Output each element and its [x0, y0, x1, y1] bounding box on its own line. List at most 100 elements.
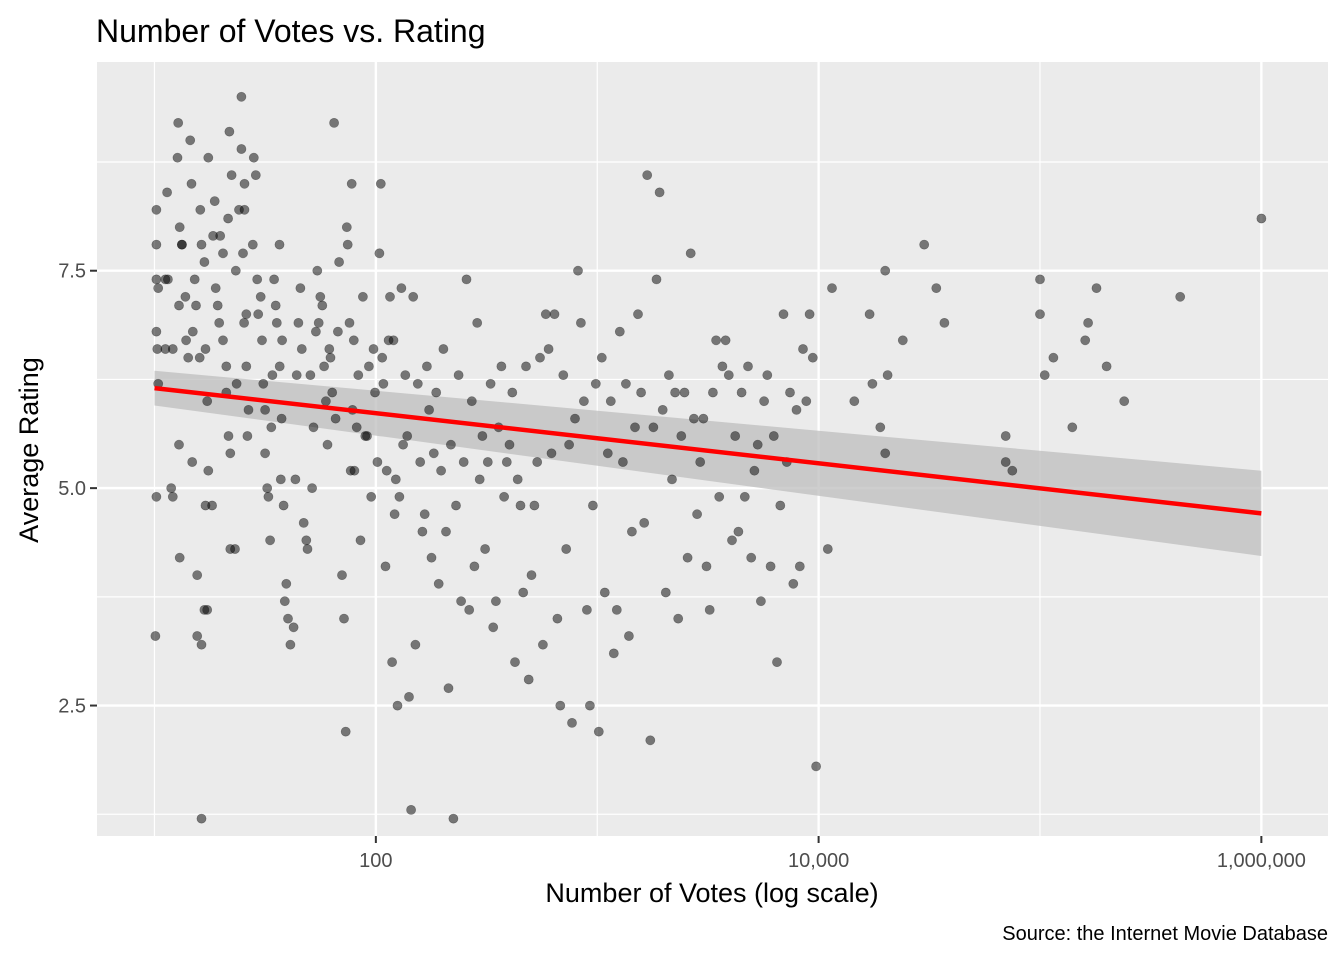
- data-point: [567, 718, 577, 728]
- data-point: [428, 448, 439, 459]
- data-point: [558, 370, 569, 380]
- data-point: [185, 135, 196, 146]
- data-point: [202, 605, 213, 615]
- data-point: [406, 805, 416, 815]
- data-point: [482, 457, 493, 467]
- data-point: [496, 361, 507, 372]
- data-point: [621, 378, 631, 389]
- data-point: [247, 239, 258, 250]
- data-point: [570, 413, 580, 424]
- data-point: [540, 309, 551, 320]
- data-point: [611, 605, 622, 615]
- data-point: [608, 648, 619, 659]
- data-point: [576, 317, 586, 328]
- data-point: [370, 387, 380, 398]
- data-point: [711, 335, 721, 346]
- data-point: [357, 291, 368, 302]
- data-point: [283, 613, 293, 624]
- data-point: [485, 378, 496, 389]
- data-point: [214, 317, 225, 328]
- data-point: [692, 509, 702, 520]
- data-point: [421, 361, 432, 372]
- data-point: [388, 335, 399, 346]
- data-point: [172, 152, 183, 163]
- data-point: [400, 370, 411, 380]
- data-point: [368, 344, 379, 354]
- data-point: [302, 544, 313, 554]
- data-point: [209, 196, 220, 206]
- data-point: [822, 544, 833, 554]
- data-point: [596, 352, 607, 363]
- chart-title: Number of Votes vs. Rating: [96, 13, 486, 49]
- data-point: [255, 291, 266, 302]
- data-point: [183, 352, 194, 363]
- data-point: [236, 144, 247, 154]
- data-point: [673, 613, 684, 624]
- data-point: [1039, 370, 1050, 380]
- data-point: [262, 483, 273, 493]
- data-point: [402, 431, 413, 441]
- data-point: [593, 726, 604, 737]
- data-point: [582, 605, 592, 615]
- data-point: [438, 344, 449, 354]
- data-point: [518, 587, 529, 598]
- data-point: [733, 526, 744, 537]
- data-point: [682, 552, 693, 563]
- data-point: [167, 491, 178, 502]
- data-point: [474, 474, 485, 485]
- data-point: [162, 274, 173, 285]
- data-point: [398, 439, 408, 450]
- data-point: [180, 291, 191, 302]
- data-point: [226, 170, 237, 180]
- data-point: [340, 726, 351, 737]
- data-point: [775, 500, 786, 511]
- data-point: [1256, 213, 1267, 224]
- data-point: [267, 370, 278, 380]
- data-point: [339, 613, 349, 624]
- data-point: [599, 587, 610, 598]
- data-point: [210, 283, 221, 293]
- data-point: [480, 544, 490, 554]
- data-point: [424, 404, 434, 415]
- data-point: [274, 361, 285, 372]
- data-point: [191, 300, 201, 311]
- data-point: [330, 413, 341, 424]
- data-point: [636, 387, 646, 398]
- data-point: [241, 309, 252, 320]
- data-point: [667, 474, 677, 485]
- data-point: [431, 387, 442, 398]
- data-point: [239, 317, 249, 328]
- data-point: [353, 370, 364, 380]
- data-point: [685, 248, 696, 259]
- data-point: [317, 300, 328, 311]
- data-point: [488, 622, 499, 633]
- data-point: [366, 491, 377, 502]
- data-point: [195, 204, 206, 215]
- data-point: [752, 439, 763, 450]
- data-point: [762, 370, 773, 380]
- data-point: [174, 552, 185, 563]
- data-point: [660, 587, 671, 598]
- data-point: [296, 344, 307, 354]
- data-point: [736, 387, 747, 398]
- data-point: [590, 378, 601, 389]
- data-point: [274, 239, 285, 250]
- data-point: [882, 370, 893, 380]
- data-point: [337, 570, 347, 580]
- data-point: [212, 300, 223, 311]
- data-point: [351, 422, 362, 433]
- data-point: [348, 335, 359, 346]
- data-point: [867, 378, 878, 389]
- data-point: [342, 239, 353, 250]
- data-point: [739, 491, 750, 502]
- data-point: [307, 483, 317, 493]
- data-point: [670, 387, 680, 398]
- data-point: [717, 361, 728, 372]
- data-point: [624, 631, 634, 641]
- data-point: [461, 274, 472, 285]
- data-point: [1035, 309, 1045, 320]
- data-point: [270, 300, 281, 311]
- data-point: [931, 283, 942, 293]
- data-point: [295, 283, 306, 293]
